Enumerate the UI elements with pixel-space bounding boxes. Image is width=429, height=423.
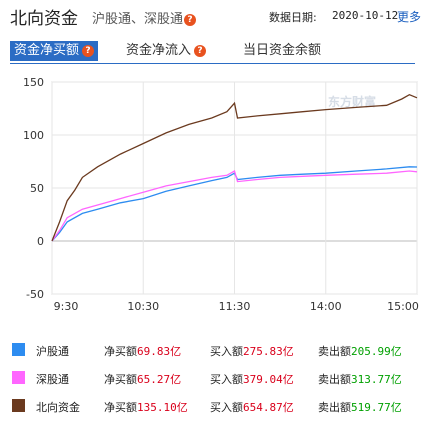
tab-underline	[10, 63, 415, 64]
net-buy-chart[interactable]: -50 0 50 100 150 9:30 10:30 11:30 14:00 15:00 东方财富	[0, 72, 429, 322]
buy-value: 275.83	[243, 345, 283, 358]
legend-row-shgt[interactable]: 沪股通 净买额69.83亿 买入额275.83亿 卖出额205.99亿	[0, 338, 429, 362]
y-tick-label: -50	[26, 288, 44, 301]
legend-name: 北向资金	[36, 401, 80, 414]
unit: 亿	[176, 401, 188, 414]
help-icon[interactable]: ?	[194, 45, 207, 57]
net-buy-label: 净买额	[104, 401, 137, 414]
sell-label: 卖出额	[318, 373, 351, 386]
header: 北向资金 沪股通、深股通? 数据日期: 2020-10-12 更多	[0, 0, 429, 32]
x-tick-label: 14:00	[310, 300, 342, 313]
y-tick-label: 0	[37, 235, 44, 248]
legend-row-szgt[interactable]: 深股通 净买额65.27亿 买入额379.04亿 卖出额313.77亿	[0, 366, 429, 390]
sell-value: 205.99	[351, 345, 391, 358]
buy-label: 买入额	[210, 401, 243, 414]
net-buy-value: 65.27	[137, 373, 171, 386]
sell-label: 卖出额	[318, 345, 351, 358]
sell-value: 519.77	[351, 401, 391, 414]
series-line	[51, 166, 418, 242]
date-value: 2020-10-12	[332, 9, 399, 22]
y-tick-label: 150	[23, 76, 44, 89]
tab-daily-balance[interactable]: 当日资金余额	[243, 41, 321, 61]
net-buy: 净买额65.27亿	[104, 371, 181, 387]
y-tick-label: 100	[23, 129, 44, 142]
sell-value: 313.77	[351, 373, 391, 386]
buy-label: 买入额	[210, 345, 243, 358]
tab-net-inflow[interactable]: 资金净流入?	[126, 41, 207, 61]
net-buy-value: 69.83	[137, 345, 171, 358]
buy-value: 654.87	[243, 401, 283, 414]
tab-net-buy-label: 资金净买额	[14, 43, 80, 58]
x-tick-label: 15:00	[387, 300, 419, 313]
sell-amount: 卖出额205.99亿	[318, 343, 402, 359]
x-tick-label: 9:30	[54, 300, 79, 313]
series-line	[51, 93, 418, 242]
unit: 亿	[390, 373, 402, 386]
sell-label: 卖出额	[318, 401, 351, 414]
unit: 亿	[390, 401, 402, 414]
series-line	[51, 170, 418, 242]
y-tick-label: 50	[30, 182, 44, 195]
sell-amount: 卖出额519.77亿	[318, 399, 402, 415]
tab-net-buy[interactable]: 资金净买额?	[10, 41, 99, 61]
legend-swatch	[12, 343, 25, 356]
date-label: 数据日期:	[269, 11, 317, 24]
watermark: 东方财富	[328, 94, 376, 109]
subtitle: 沪股通、深股通?	[92, 8, 197, 27]
net-buy-label: 净买额	[104, 373, 137, 386]
unit: 亿	[282, 345, 294, 358]
buy-amount: 买入额654.87亿	[210, 399, 294, 415]
x-tick-label: 11:30	[219, 300, 251, 313]
net-buy: 净买额69.83亿	[104, 343, 181, 359]
net-buy-label: 净买额	[104, 345, 137, 358]
net-buy-value: 135.10	[137, 401, 177, 414]
unit: 亿	[170, 345, 182, 358]
unit: 亿	[282, 401, 294, 414]
buy-amount: 买入额275.83亿	[210, 343, 294, 359]
legend-row-north[interactable]: 北向资金 净买额135.10亿 买入额654.87亿 卖出额519.77亿	[0, 394, 429, 418]
x-tick-label: 10:30	[127, 300, 159, 313]
page-title: 北向资金	[10, 9, 78, 29]
net-buy: 净买额135.10亿	[104, 399, 188, 415]
legend-name: 深股通	[36, 373, 69, 386]
legend-name: 沪股通	[36, 345, 69, 358]
help-icon[interactable]: ?	[184, 14, 197, 26]
tab-net-inflow-label: 资金净流入	[126, 43, 192, 58]
buy-amount: 买入额379.04亿	[210, 371, 294, 387]
buy-value: 379.04	[243, 373, 283, 386]
help-icon[interactable]: ?	[82, 45, 95, 57]
tab-bar: 资金净买额? 资金净流入? 当日资金余额	[0, 38, 429, 64]
sell-amount: 卖出额313.77亿	[318, 371, 402, 387]
subtitle-text: 沪股通、深股通	[92, 12, 184, 27]
buy-label: 买入额	[210, 373, 243, 386]
tab-daily-balance-label: 当日资金余额	[243, 43, 322, 58]
legend-swatch	[12, 399, 25, 412]
legend-swatch	[12, 371, 25, 384]
unit: 亿	[282, 373, 294, 386]
unit: 亿	[390, 345, 402, 358]
unit: 亿	[170, 373, 182, 386]
more-link[interactable]: 更多	[397, 10, 422, 24]
